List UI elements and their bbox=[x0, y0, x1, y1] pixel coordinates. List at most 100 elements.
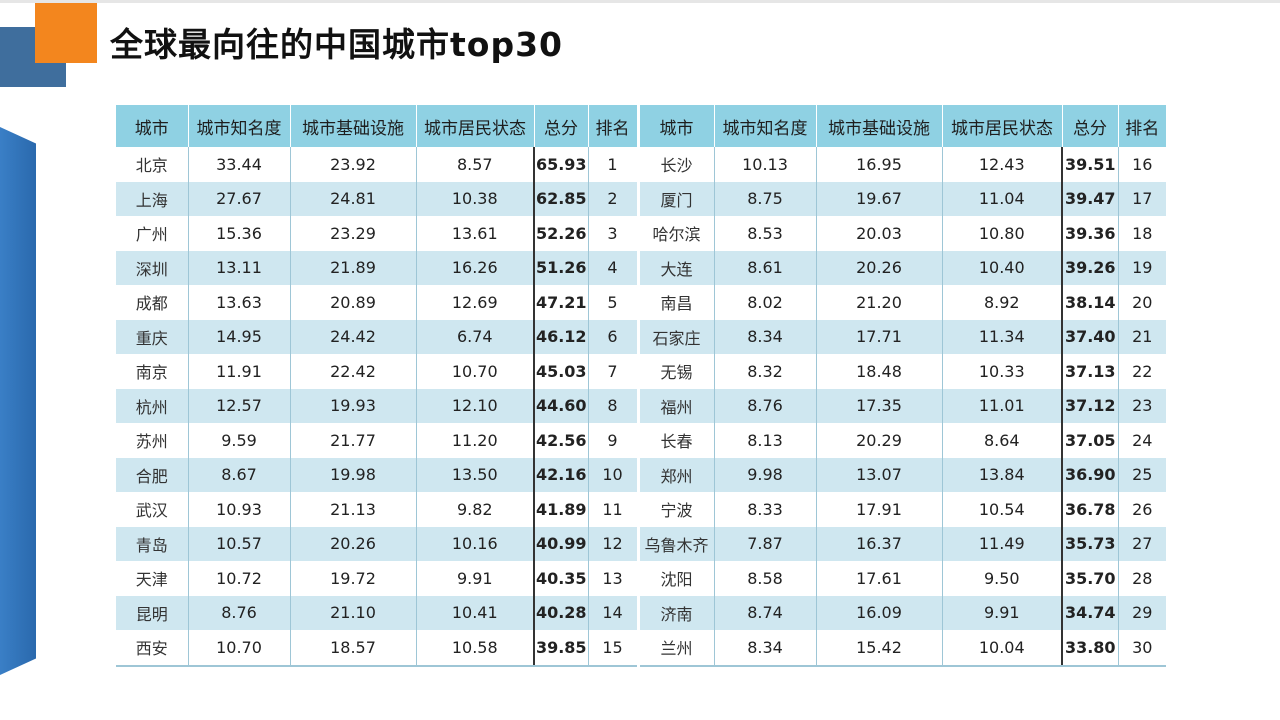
city-cell: 广州 bbox=[116, 216, 189, 251]
total-score-cell: 39.26 bbox=[1061, 250, 1119, 285]
total-score-cell: 42.16 bbox=[533, 457, 589, 492]
resident-status-cell: 10.04 bbox=[942, 630, 1063, 667]
city-cell: 天津 bbox=[116, 561, 189, 596]
resident-status-cell: 9.50 bbox=[942, 561, 1063, 596]
total-score-cell: 39.85 bbox=[533, 630, 589, 667]
city-cell: 深圳 bbox=[116, 250, 189, 285]
total-score-cell: 44.60 bbox=[533, 388, 589, 423]
city-cell: 宁波 bbox=[636, 492, 715, 527]
infrastructure-cell: 22.42 bbox=[290, 354, 417, 389]
table-row: 上海 27.67 24.81 10.38 62.85 2 厦门 8.75 19.67 11.04 3… bbox=[116, 181, 1166, 216]
total-score-cell: 36.78 bbox=[1061, 492, 1119, 527]
resident-status-cell: 12.10 bbox=[416, 388, 535, 423]
rank-cell: 10 bbox=[588, 457, 639, 492]
fame-cell: 33.44 bbox=[188, 147, 291, 182]
total-score-cell: 40.35 bbox=[533, 561, 589, 596]
infrastructure-cell: 24.42 bbox=[290, 319, 417, 354]
rank-cell: 25 bbox=[1118, 457, 1166, 492]
rank-cell: 1 bbox=[588, 147, 639, 182]
rank-cell: 23 bbox=[1118, 388, 1166, 423]
infrastructure-cell: 17.35 bbox=[816, 388, 943, 423]
infrastructure-cell: 18.48 bbox=[816, 354, 943, 389]
rank-cell: 7 bbox=[588, 354, 639, 389]
fame-cell: 8.76 bbox=[714, 388, 817, 423]
fame-cell: 8.34 bbox=[714, 630, 817, 667]
fame-cell: 13.11 bbox=[188, 250, 291, 285]
fame-cell: 10.13 bbox=[714, 147, 817, 182]
infrastructure-cell: 20.03 bbox=[816, 216, 943, 251]
rank-cell: 5 bbox=[588, 285, 639, 320]
fame-cell: 8.74 bbox=[714, 595, 817, 630]
infrastructure-cell: 17.91 bbox=[816, 492, 943, 527]
rank-cell: 21 bbox=[1118, 319, 1166, 354]
infrastructure-cell: 20.29 bbox=[816, 423, 943, 458]
fame-cell: 8.13 bbox=[714, 423, 817, 458]
infrastructure-cell: 24.81 bbox=[290, 181, 417, 216]
infrastructure-cell: 16.95 bbox=[816, 147, 943, 182]
infrastructure-cell: 20.89 bbox=[290, 285, 417, 320]
column-header: 城市 bbox=[116, 105, 189, 147]
rank-cell: 13 bbox=[588, 561, 639, 596]
fame-cell: 8.53 bbox=[714, 216, 817, 251]
total-score-cell: 37.05 bbox=[1061, 423, 1119, 458]
infrastructure-cell: 19.72 bbox=[290, 561, 417, 596]
resident-status-cell: 8.57 bbox=[416, 147, 535, 182]
city-cell: 成都 bbox=[116, 285, 189, 320]
city-cell: 长沙 bbox=[636, 147, 715, 182]
total-score-cell: 52.26 bbox=[533, 216, 589, 251]
total-score-cell: 33.80 bbox=[1061, 630, 1119, 667]
rank-cell: 8 bbox=[588, 388, 639, 423]
resident-status-cell: 10.80 bbox=[942, 216, 1063, 251]
rank-cell: 27 bbox=[1118, 526, 1166, 561]
rank-cell: 22 bbox=[1118, 354, 1166, 389]
city-cell: 杭州 bbox=[116, 388, 189, 423]
infrastructure-cell: 19.93 bbox=[290, 388, 417, 423]
infrastructure-cell: 23.29 bbox=[290, 216, 417, 251]
fame-cell: 9.59 bbox=[188, 423, 291, 458]
resident-status-cell: 13.84 bbox=[942, 457, 1063, 492]
resident-status-cell: 10.41 bbox=[416, 595, 535, 630]
total-score-cell: 45.03 bbox=[533, 354, 589, 389]
city-cell: 重庆 bbox=[116, 319, 189, 354]
total-score-cell: 42.56 bbox=[533, 423, 589, 458]
resident-status-cell: 10.16 bbox=[416, 526, 535, 561]
column-header: 城市基础设施 bbox=[816, 105, 943, 147]
infrastructure-cell: 17.61 bbox=[816, 561, 943, 596]
fame-cell: 10.93 bbox=[188, 492, 291, 527]
city-cell: 兰州 bbox=[636, 630, 715, 667]
fame-cell: 8.34 bbox=[714, 319, 817, 354]
column-header: 城市知名度 bbox=[714, 105, 817, 147]
fame-cell: 8.02 bbox=[714, 285, 817, 320]
decorative-side-bar bbox=[0, 127, 36, 675]
city-cell: 郑州 bbox=[636, 457, 715, 492]
fame-cell: 8.32 bbox=[714, 354, 817, 389]
top-rule bbox=[0, 0, 1280, 3]
total-score-cell: 40.28 bbox=[533, 595, 589, 630]
rank-cell: 3 bbox=[588, 216, 639, 251]
total-score-cell: 36.90 bbox=[1061, 457, 1119, 492]
table-row: 昆明 8.76 21.10 10.41 40.28 14 济南 8.74 16.09 9.91 34… bbox=[116, 595, 1166, 630]
city-cell: 北京 bbox=[116, 147, 189, 182]
rank-cell: 20 bbox=[1118, 285, 1166, 320]
fame-cell: 8.33 bbox=[714, 492, 817, 527]
fame-cell: 13.63 bbox=[188, 285, 291, 320]
table-row: 南京 11.91 22.42 10.70 45.03 7 无锡 8.32 18.48 10.33 3… bbox=[116, 354, 1166, 389]
table-row: 北京 33.44 23.92 8.57 65.93 1 长沙 10.13 16.95 12.43 3… bbox=[116, 147, 1166, 182]
total-score-cell: 47.21 bbox=[533, 285, 589, 320]
table-row: 苏州 9.59 21.77 11.20 42.56 9 长春 8.13 20.29 8.64 37.… bbox=[116, 423, 1166, 458]
resident-status-cell: 11.01 bbox=[942, 388, 1063, 423]
rank-cell: 19 bbox=[1118, 250, 1166, 285]
resident-status-cell: 16.26 bbox=[416, 250, 535, 285]
rank-cell: 6 bbox=[588, 319, 639, 354]
city-cell: 大连 bbox=[636, 250, 715, 285]
infrastructure-cell: 19.67 bbox=[816, 181, 943, 216]
infrastructure-cell: 21.20 bbox=[816, 285, 943, 320]
city-cell: 西安 bbox=[116, 630, 189, 667]
total-score-cell: 35.73 bbox=[1061, 526, 1119, 561]
total-score-cell: 40.99 bbox=[533, 526, 589, 561]
resident-status-cell: 10.33 bbox=[942, 354, 1063, 389]
fame-cell: 8.67 bbox=[188, 457, 291, 492]
resident-status-cell: 12.69 bbox=[416, 285, 535, 320]
city-cell: 长春 bbox=[636, 423, 715, 458]
total-score-cell: 37.13 bbox=[1061, 354, 1119, 389]
